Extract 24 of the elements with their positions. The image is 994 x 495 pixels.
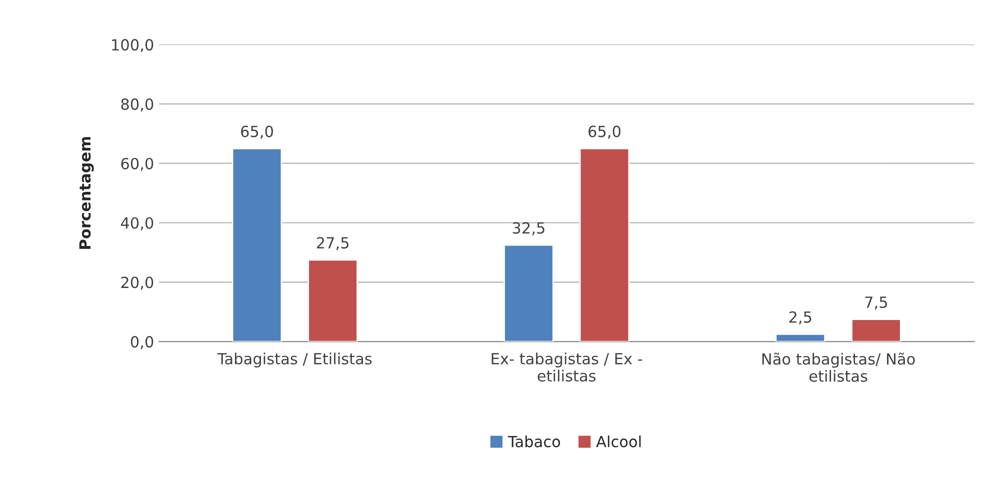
bar [308,259,358,342]
bar [504,244,554,342]
x-tick-label: Não tabagistas/ Não etilistas [762,352,915,382]
data-label: 7,5 [865,296,887,310]
bar [579,148,630,342]
data-label: 32,5 [512,222,544,236]
bar [775,333,826,342]
y-tick-label: 80,0 [121,98,154,112]
data-label: 27,5 [316,237,348,250]
legend-label: Tabaco [508,435,560,448]
y-tick-label: 40,0 [120,217,154,230]
bar [232,148,282,342]
x-tick-label: Tabagistas / Etilistas [217,352,372,368]
data-label: 65,0 [241,126,273,139]
bar [851,318,902,342]
legend-label: Alcool [596,435,641,448]
x-tick-label: Ex- tabagistas / Ex - etilistas [492,352,642,382]
data-label: 65,0 [588,126,620,139]
data-label: 2,5 [789,311,812,324]
y-tick-label: 60,0 [121,158,154,171]
y-tick-label: 0,0 [130,336,154,350]
y-tick-label: 100,0 [112,39,154,52]
y-tick-label: 20,0 [121,276,154,290]
y-axis-title: Porcentagem [79,137,94,249]
